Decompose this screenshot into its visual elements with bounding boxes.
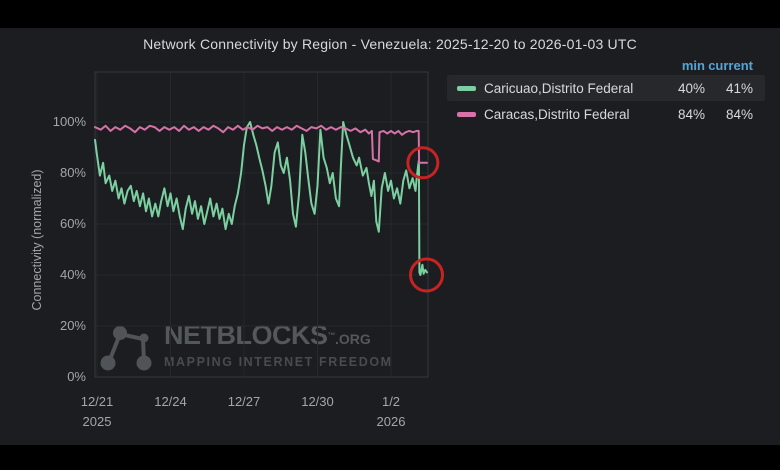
letterbox-bottom (0, 445, 780, 470)
legend-min-value: 84% (677, 106, 705, 122)
watermark-org: .ORG (335, 331, 371, 347)
legend-current-value: 84% (725, 106, 753, 122)
x-tick-label: 12/27 (227, 394, 261, 409)
legend-label: Caricuao,Distrito Federal (484, 80, 634, 96)
x-tick-year-label: 2025 (82, 414, 112, 429)
x-tick-year-label: 2026 (376, 414, 406, 429)
y-tick-label: 40% (59, 267, 86, 282)
y-tick-label: 60% (59, 216, 86, 231)
y-tick-label: 80% (59, 165, 86, 180)
legend: min current Caricuao,Distrito Federal 40… (447, 55, 765, 127)
watermark-tagline: MAPPING INTERNET FREEDOM (164, 355, 393, 369)
y-tick-label: 100% (52, 114, 86, 129)
netblocks-logo-icon (100, 326, 152, 371)
y-tick-label: 20% (59, 318, 86, 333)
legend-col-current[interactable]: current (708, 57, 753, 73)
legend-min-value: 40% (677, 80, 705, 96)
series-swatch-caricuao (457, 85, 476, 91)
watermark-brand: NETBLOCKS™.ORG (164, 320, 371, 350)
watermark-text: NETBLOCKS™.ORG MAPPING INTERNET FREEDOM (164, 320, 393, 370)
chart-title: Network Connectivity by Region - Venezue… (143, 36, 637, 52)
x-tick-label: 12/30 (301, 394, 334, 409)
x-tick-label: 12/21 (80, 394, 114, 409)
letterbox-top (0, 0, 780, 28)
x-tick-label: 12/24 (154, 394, 187, 409)
legend-current-value: 41% (725, 80, 753, 96)
y-tick-label: 0% (67, 369, 86, 384)
netblocks-watermark: NETBLOCKS™.ORG MAPPING INTERNET FREEDOM (100, 322, 393, 372)
legend-label: Caracas,Distrito Federal (484, 106, 630, 122)
x-tick-label: 1/2 (381, 394, 401, 409)
legend-col-min[interactable]: min (681, 57, 705, 73)
trademark-symbol: ™ (327, 331, 336, 340)
legend-item-caricuao[interactable]: Caricuao,Distrito Federal 40% 41% (447, 75, 765, 101)
series-swatch-caracas (457, 111, 476, 117)
legend-item-caracas[interactable]: Caracas,Distrito Federal 84% 84% (447, 101, 765, 127)
legend-header: min current (447, 55, 765, 75)
